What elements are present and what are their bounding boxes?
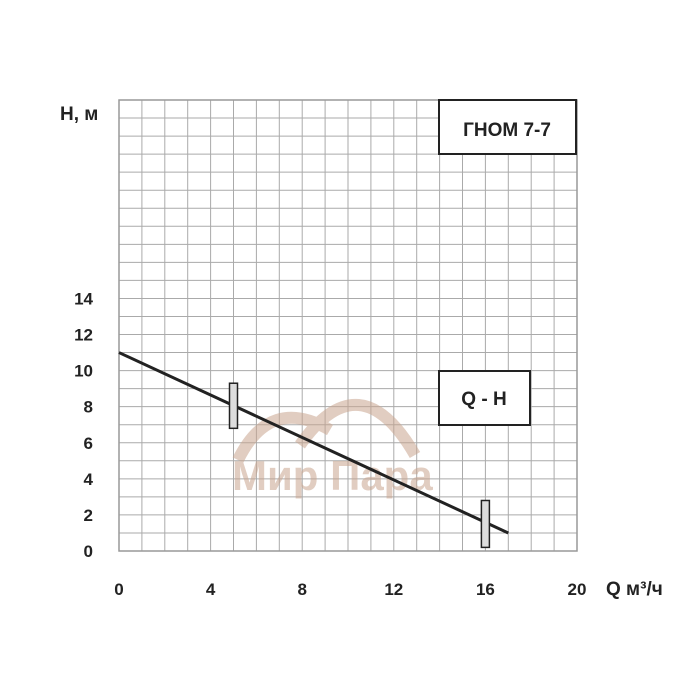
watermark-logo: Мир Пара bbox=[232, 399, 433, 499]
y-tick-label: 2 bbox=[84, 506, 93, 525]
y-tick-label: 14 bbox=[74, 289, 93, 308]
y-tick-label: 10 bbox=[74, 362, 93, 381]
watermark-text: Мир Пара bbox=[232, 452, 433, 499]
x-tick-label: 12 bbox=[384, 580, 403, 599]
q-h-curve bbox=[118, 351, 509, 535]
series-layer bbox=[118, 351, 509, 549]
y-tick-label: 8 bbox=[84, 398, 93, 417]
tick-labels: 0 4 8 12 16 20 0 2 4 6 8 10 12 14 bbox=[74, 289, 586, 599]
x-tick-label: 8 bbox=[297, 580, 306, 599]
working-range-marker bbox=[228, 382, 239, 430]
x-tick-label: 20 bbox=[568, 580, 587, 599]
curve-label-box bbox=[438, 370, 531, 426]
chart-title: ГНОМ 7-7 bbox=[463, 120, 551, 141]
title-box bbox=[438, 99, 577, 155]
watermark-arc-right bbox=[295, 399, 421, 459]
y-tick-label: 0 bbox=[84, 542, 93, 561]
y-tick-label: 12 bbox=[74, 326, 93, 345]
y-axis-label: H, м bbox=[60, 104, 98, 125]
x-tick-label: 4 bbox=[206, 580, 216, 599]
working-range-marker bbox=[480, 499, 491, 549]
y-tick-label: 6 bbox=[84, 434, 93, 453]
curve-label: Q - H bbox=[461, 389, 506, 410]
plot-frame bbox=[118, 99, 578, 552]
x-tick-label: 16 bbox=[476, 580, 495, 599]
x-axis-label: Q м³/ч bbox=[606, 579, 663, 600]
y-tick-label: 4 bbox=[84, 470, 94, 489]
x-tick-label: 0 bbox=[114, 580, 123, 599]
